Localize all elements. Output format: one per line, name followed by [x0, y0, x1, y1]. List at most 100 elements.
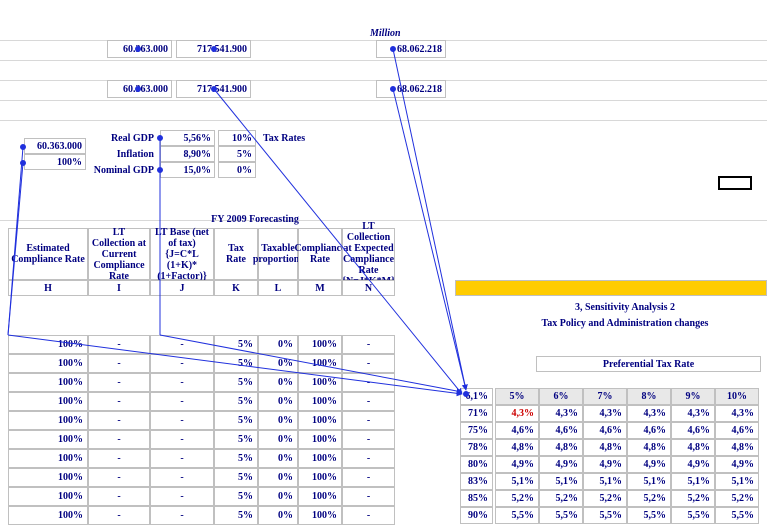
forecast-cell[interactable]: 100%: [298, 392, 342, 411]
nominal-gdp-val[interactable]: 15,0%: [160, 162, 215, 178]
forecast-cell[interactable]: -: [342, 468, 395, 487]
forecast-cell[interactable]: -: [88, 411, 150, 430]
forecast-cell[interactable]: 0%: [258, 468, 298, 487]
forecast-cell[interactable]: -: [342, 411, 395, 430]
sensitivity-cell[interactable]: 4,9%: [671, 456, 715, 473]
sensitivity-cell[interactable]: 4,6%: [715, 422, 759, 439]
sensitivity-cell[interactable]: 4,3%: [715, 405, 759, 422]
sensitivity-cell[interactable]: 4,3%: [539, 405, 583, 422]
forecast-cell[interactable]: 100%: [298, 354, 342, 373]
forecast-cell[interactable]: -: [88, 354, 150, 373]
sensitivity-cell[interactable]: 4,6%: [627, 422, 671, 439]
forecast-cell[interactable]: 100%: [298, 506, 342, 525]
sensitivity-row-header[interactable]: 83%: [460, 473, 493, 490]
sensitivity-row-header[interactable]: 85%: [460, 490, 493, 507]
sensitivity-cell[interactable]: 4,9%: [583, 456, 627, 473]
sensitivity-cell[interactable]: 4,9%: [627, 456, 671, 473]
sensitivity-cell[interactable]: 5,1%: [495, 473, 539, 490]
sensitivity-cell[interactable]: 5,1%: [715, 473, 759, 490]
sensitivity-row-header[interactable]: 78%: [460, 439, 493, 456]
forecast-cell[interactable]: -: [150, 449, 214, 468]
sensitivity-cell[interactable]: 4,9%: [495, 456, 539, 473]
forecast-cell[interactable]: 5%: [214, 373, 258, 392]
sensitivity-cell[interactable]: 5,2%: [715, 490, 759, 507]
sensitivity-cell[interactable]: 4,3%: [671, 405, 715, 422]
forecast-cell[interactable]: 0%: [258, 411, 298, 430]
taxrate-0[interactable]: 0%: [218, 162, 256, 178]
forecast-cell[interactable]: 100%: [8, 487, 88, 506]
top-r1-c[interactable]: 68.062.218: [376, 40, 446, 58]
forecast-cell[interactable]: 0%: [258, 506, 298, 525]
forecast-cell[interactable]: 100%: [8, 373, 88, 392]
sensitivity-cell[interactable]: 5,2%: [583, 490, 627, 507]
taxrate-5[interactable]: 5%: [218, 146, 256, 162]
sensitivity-cell[interactable]: 4,6%: [495, 422, 539, 439]
forecast-cell[interactable]: 0%: [258, 392, 298, 411]
forecast-cell[interactable]: -: [88, 373, 150, 392]
forecast-cell[interactable]: 100%: [8, 411, 88, 430]
left-60m[interactable]: 60.363.000: [24, 138, 86, 154]
forecast-cell[interactable]: -: [150, 430, 214, 449]
top-r2-b[interactable]: 717.541.900: [176, 80, 251, 98]
forecast-cell[interactable]: 100%: [298, 430, 342, 449]
sensitivity-cell[interactable]: 4,8%: [715, 439, 759, 456]
forecast-cell[interactable]: 5%: [214, 449, 258, 468]
forecast-cell[interactable]: 0%: [258, 354, 298, 373]
sensitivity-cell[interactable]: 4,8%: [539, 439, 583, 456]
forecast-cell[interactable]: 5%: [214, 506, 258, 525]
sensitivity-cell[interactable]: 4,8%: [495, 439, 539, 456]
top-r2-a[interactable]: 60.363.000: [107, 80, 172, 98]
forecast-cell[interactable]: -: [88, 392, 150, 411]
forecast-cell[interactable]: -: [342, 430, 395, 449]
forecast-cell[interactable]: 5%: [214, 392, 258, 411]
forecast-cell[interactable]: -: [150, 411, 214, 430]
selected-cell-indicator[interactable]: [718, 176, 752, 190]
forecast-cell[interactable]: 5%: [214, 411, 258, 430]
yellow-highlight-row[interactable]: [455, 280, 767, 296]
forecast-cell[interactable]: -: [342, 392, 395, 411]
forecast-cell[interactable]: 5%: [214, 468, 258, 487]
sensitivity-cell[interactable]: 4,8%: [627, 439, 671, 456]
forecast-cell[interactable]: 100%: [8, 430, 88, 449]
forecast-cell[interactable]: 0%: [258, 373, 298, 392]
top-r1-a[interactable]: 60.363.000: [107, 40, 172, 58]
forecast-cell[interactable]: 100%: [8, 506, 88, 525]
sensitivity-cell[interactable]: 5,2%: [495, 490, 539, 507]
sensitivity-cell[interactable]: 5,2%: [539, 490, 583, 507]
inflation-val[interactable]: 8,90%: [160, 146, 215, 162]
sensitivity-cell[interactable]: 5,5%: [539, 507, 583, 524]
sensitivity-cell[interactable]: 5,1%: [671, 473, 715, 490]
forecast-cell[interactable]: 100%: [298, 487, 342, 506]
sensitivity-cell[interactable]: 5,1%: [583, 473, 627, 490]
forecast-cell[interactable]: -: [150, 354, 214, 373]
forecast-cell[interactable]: -: [88, 468, 150, 487]
sensitivity-cell[interactable]: 4,3%: [627, 405, 671, 422]
forecast-cell[interactable]: 0%: [258, 449, 298, 468]
sensitivity-cell[interactable]: 4,6%: [539, 422, 583, 439]
forecast-cell[interactable]: -: [342, 487, 395, 506]
forecast-cell[interactable]: 100%: [298, 373, 342, 392]
forecast-cell[interactable]: 100%: [298, 449, 342, 468]
sensitivity-cell[interactable]: 5,5%: [495, 507, 539, 524]
sensitivity-cell[interactable]: 4,3%: [583, 405, 627, 422]
sensitivity-cell[interactable]: 5,1%: [627, 473, 671, 490]
forecast-cell[interactable]: -: [150, 506, 214, 525]
sensitivity-row-header[interactable]: 71%: [460, 405, 493, 422]
forecast-cell[interactable]: 0%: [258, 487, 298, 506]
forecast-cell[interactable]: -: [342, 335, 395, 354]
forecast-cell[interactable]: 100%: [298, 335, 342, 354]
sensitivity-row-header[interactable]: 80%: [460, 456, 493, 473]
sensitivity-cell[interactable]: 4,9%: [539, 456, 583, 473]
forecast-cell[interactable]: -: [342, 506, 395, 525]
forecast-cell[interactable]: -: [150, 487, 214, 506]
forecast-cell[interactable]: 5%: [214, 335, 258, 354]
forecast-cell[interactable]: 5%: [214, 354, 258, 373]
forecast-cell[interactable]: 0%: [258, 430, 298, 449]
forecast-cell[interactable]: 100%: [298, 411, 342, 430]
forecast-cell[interactable]: -: [88, 487, 150, 506]
sensitivity-cell[interactable]: 5,2%: [627, 490, 671, 507]
sensitivity-cell[interactable]: 4,3%: [495, 405, 539, 422]
sensitivity-cell[interactable]: 4,6%: [583, 422, 627, 439]
forecast-cell[interactable]: 100%: [8, 449, 88, 468]
forecast-cell[interactable]: -: [88, 430, 150, 449]
